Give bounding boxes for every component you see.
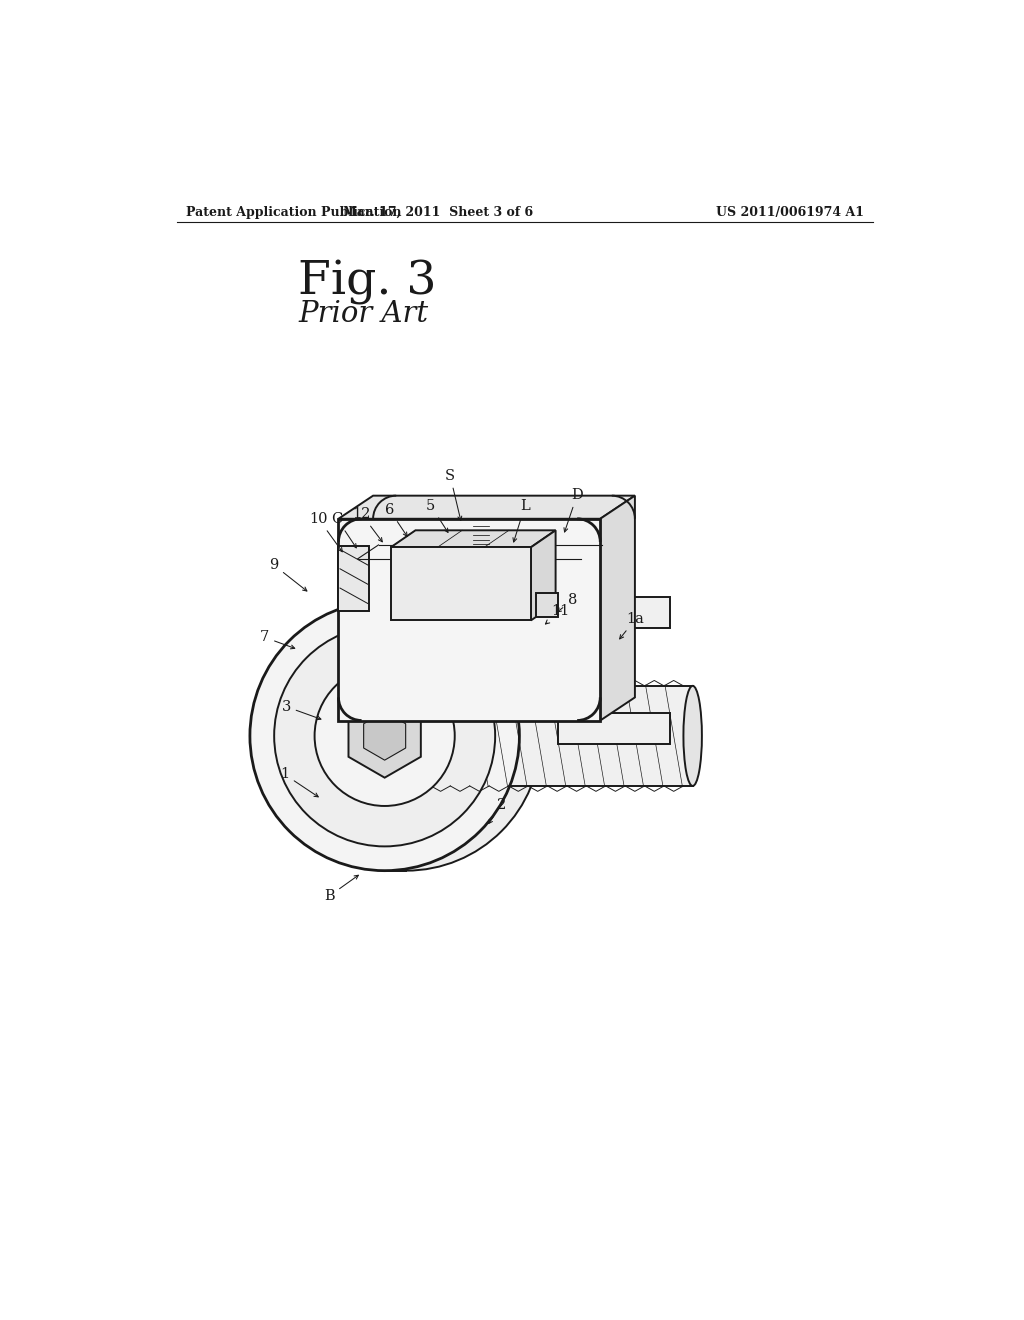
- Ellipse shape: [274, 626, 496, 846]
- Polygon shape: [339, 545, 370, 611]
- Text: Patent Application Publication: Patent Application Publication: [186, 206, 401, 219]
- Text: Prior Art: Prior Art: [298, 300, 429, 329]
- Ellipse shape: [683, 686, 701, 785]
- Text: 6: 6: [385, 503, 408, 536]
- Text: L: L: [513, 499, 529, 543]
- Text: 9: 9: [269, 558, 307, 591]
- Polygon shape: [536, 594, 558, 616]
- Polygon shape: [339, 519, 600, 721]
- Polygon shape: [391, 548, 531, 620]
- Text: 1: 1: [280, 767, 318, 797]
- Text: 12: 12: [352, 507, 382, 541]
- Polygon shape: [423, 686, 692, 785]
- Text: Fig. 3: Fig. 3: [298, 260, 437, 305]
- Ellipse shape: [250, 601, 519, 871]
- Text: US 2011/0061974 A1: US 2011/0061974 A1: [716, 206, 864, 219]
- Ellipse shape: [271, 601, 541, 871]
- Text: Mar. 17, 2011  Sheet 3 of 6: Mar. 17, 2011 Sheet 3 of 6: [343, 206, 534, 219]
- Text: 7: 7: [260, 631, 295, 649]
- Ellipse shape: [296, 626, 517, 846]
- Text: 11: 11: [546, 605, 569, 624]
- Text: D: D: [564, 488, 583, 532]
- Polygon shape: [600, 496, 635, 721]
- Text: 10: 10: [309, 512, 342, 552]
- Polygon shape: [348, 694, 421, 777]
- Polygon shape: [531, 531, 556, 620]
- Text: B: B: [324, 875, 358, 903]
- Text: 3: 3: [282, 700, 321, 719]
- Polygon shape: [364, 711, 406, 760]
- Ellipse shape: [314, 665, 455, 807]
- Polygon shape: [391, 531, 556, 548]
- Text: 2: 2: [488, 799, 506, 824]
- Polygon shape: [558, 598, 670, 743]
- Text: C: C: [332, 512, 356, 548]
- Text: 5: 5: [426, 499, 447, 532]
- Text: 1a: 1a: [620, 612, 645, 639]
- Polygon shape: [339, 496, 635, 519]
- Text: 8: 8: [557, 594, 578, 612]
- Text: S: S: [445, 469, 462, 520]
